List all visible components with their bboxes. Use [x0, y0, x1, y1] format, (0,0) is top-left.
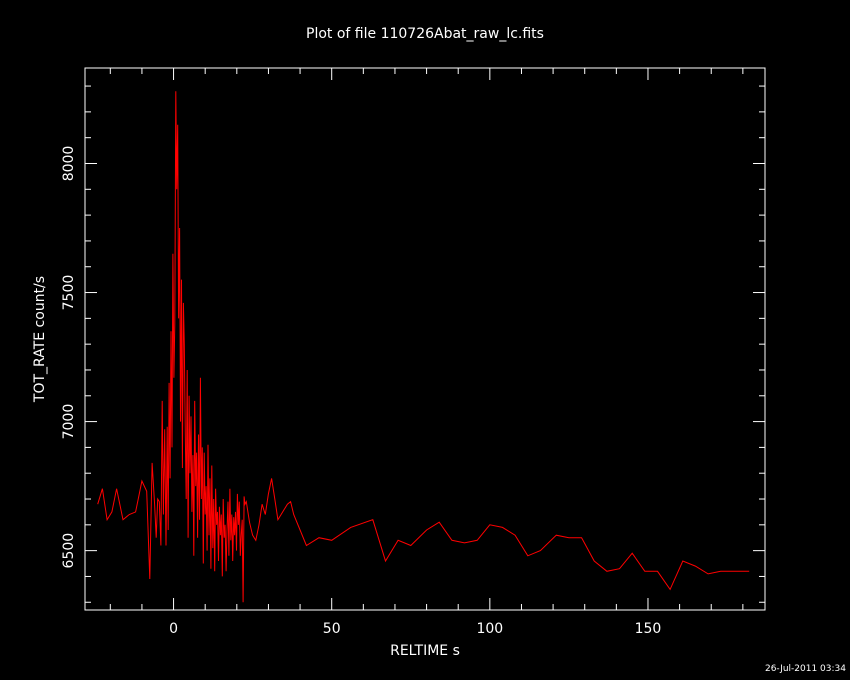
- y-axis-ticks: [85, 85, 765, 603]
- y-tick-label: 7500: [61, 275, 77, 311]
- y-tick-label: 6500: [61, 533, 77, 569]
- series-layer: [97, 91, 750, 603]
- x-tick-label: 0: [169, 621, 178, 637]
- y-axis-label: TOT_RATE count/s: [32, 276, 48, 403]
- series-line: [97, 91, 750, 603]
- x-tick-label: 150: [635, 621, 662, 637]
- timestamp: 26-Jul-2011 03:34: [765, 664, 846, 674]
- x-axis-label: RELTIME s: [390, 643, 460, 659]
- y-tick-label: 7000: [61, 404, 77, 440]
- x-axis-tick-labels: 0 50 100 150: [169, 621, 661, 637]
- x-tick-label: 50: [323, 621, 341, 637]
- plot-frame: [84, 67, 766, 611]
- x-tick-label: 100: [476, 621, 503, 637]
- x-axis-ticks: [109, 68, 744, 610]
- y-tick-label: 8000: [61, 146, 77, 182]
- y-axis-tick-labels: 6500 7000 7500 8000: [61, 146, 77, 569]
- chart-title: Plot of file 110726Abat_raw_lc.fits: [306, 26, 544, 42]
